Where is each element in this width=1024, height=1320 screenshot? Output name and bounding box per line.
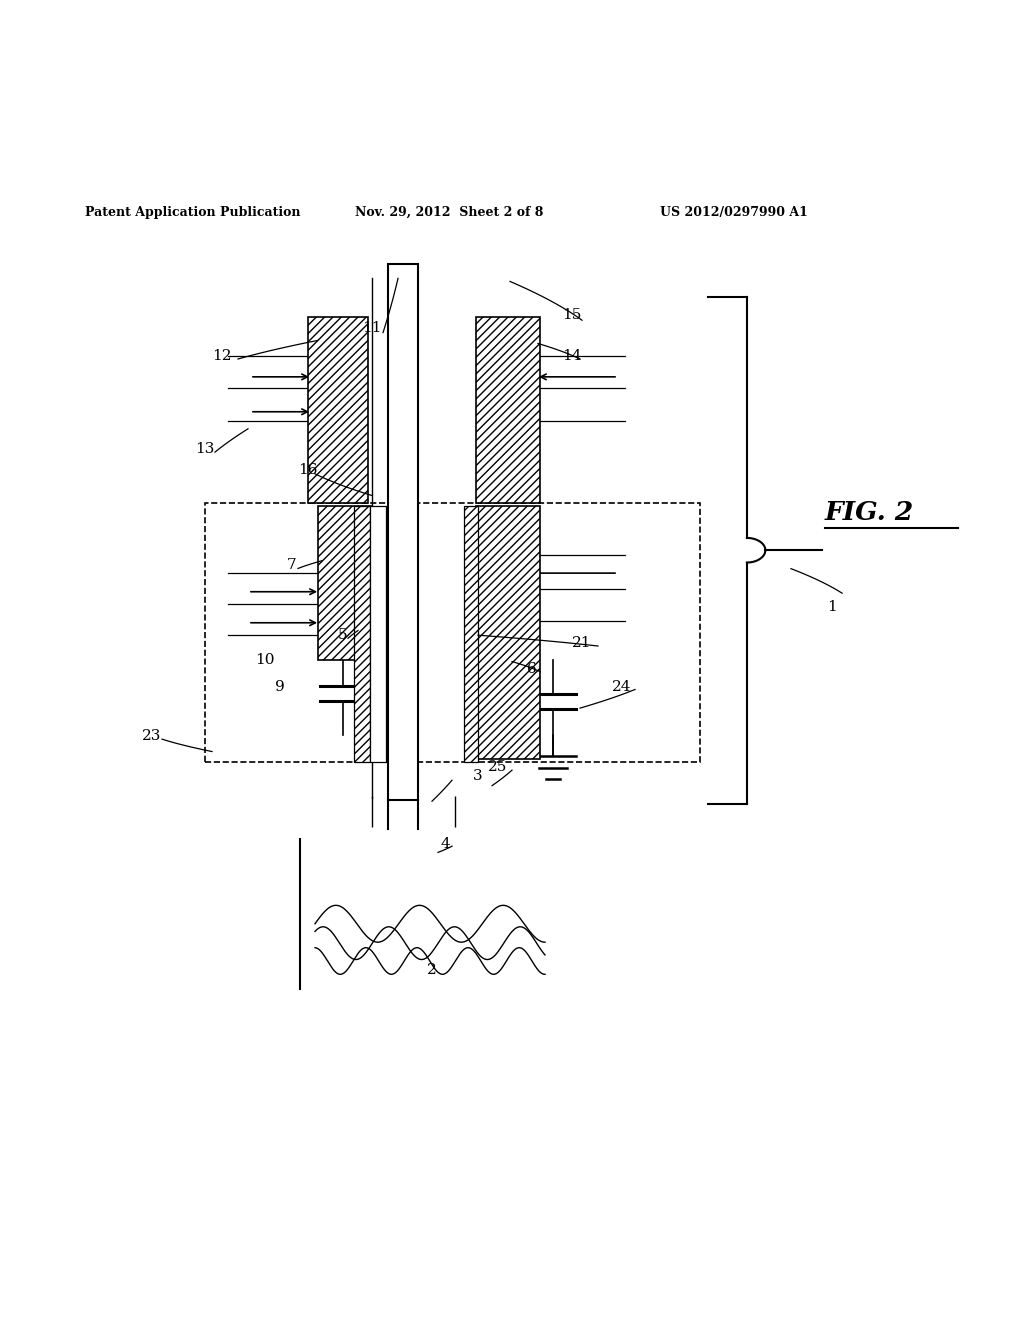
Text: 24: 24 (612, 680, 632, 694)
Bar (476, 317, 540, 503)
Text: 23: 23 (142, 729, 162, 743)
Text: Nov. 29, 2012  Sheet 2 of 8: Nov. 29, 2012 Sheet 2 of 8 (355, 206, 544, 219)
Text: US 2012/0297990 A1: US 2012/0297990 A1 (660, 206, 808, 219)
Text: 14: 14 (562, 348, 582, 363)
Text: 6: 6 (527, 663, 537, 676)
Bar (354, 507, 370, 763)
Text: 13: 13 (196, 442, 215, 455)
Text: 1: 1 (827, 599, 837, 614)
Bar (318, 507, 372, 660)
Bar (370, 507, 386, 763)
Text: 7: 7 (287, 558, 297, 573)
Text: 11: 11 (362, 321, 382, 335)
Text: 5: 5 (338, 628, 348, 642)
Bar (308, 317, 368, 503)
Text: Patent Application Publication: Patent Application Publication (85, 206, 300, 219)
Text: 16: 16 (298, 463, 317, 477)
Bar (205, 503, 700, 763)
Text: FIG. 2: FIG. 2 (824, 500, 914, 524)
Text: 15: 15 (562, 308, 582, 322)
Text: 10: 10 (255, 653, 274, 667)
Text: 21: 21 (572, 636, 592, 649)
Bar (388, 264, 418, 800)
Bar (476, 507, 540, 759)
Text: 9: 9 (275, 680, 285, 694)
Text: 4: 4 (440, 837, 450, 851)
Text: 25: 25 (488, 760, 508, 774)
Text: 2: 2 (427, 964, 437, 977)
Text: 3: 3 (473, 770, 482, 783)
Text: 12: 12 (212, 348, 231, 363)
Bar (464, 507, 478, 763)
